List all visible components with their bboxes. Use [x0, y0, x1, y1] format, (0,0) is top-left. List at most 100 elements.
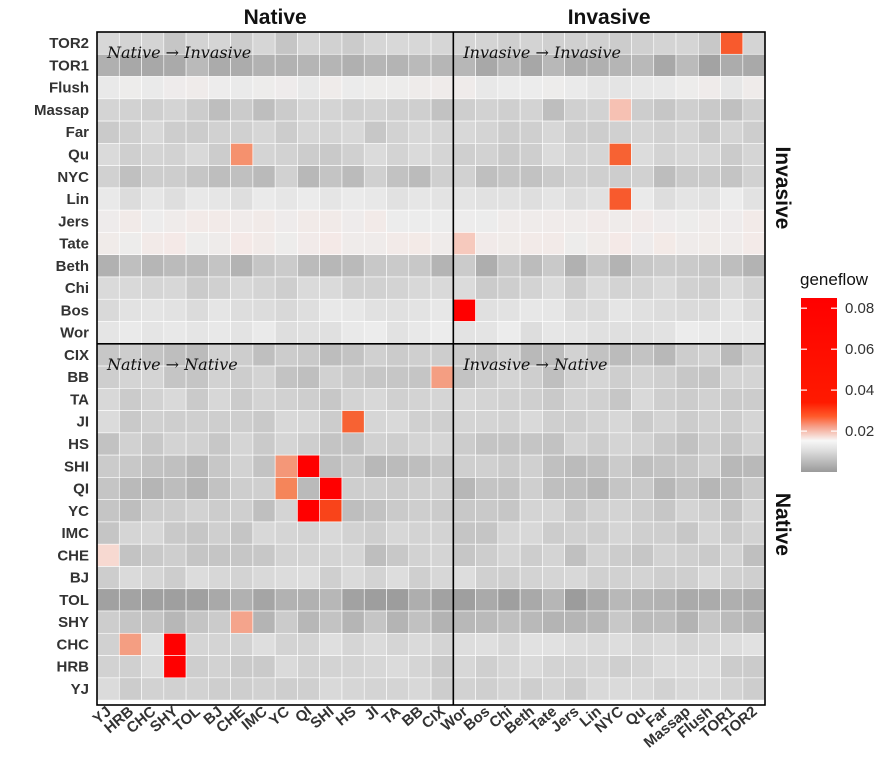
heatmap-cell-Wor-NYC: [608, 321, 632, 345]
heatmap-cell-QI-CIX: [430, 477, 454, 500]
heatmap-cell-HS-SHI: [319, 432, 343, 456]
heatmap-cell-JI-Massap: [675, 410, 699, 434]
heatmap-cell-Qu-YC: [274, 143, 298, 166]
heatmap-cell-Far-Flush: [697, 120, 721, 144]
heatmap-cell-HRB-TOL: [185, 655, 209, 679]
heatmap-cell-QI-Jers: [564, 477, 588, 500]
heatmap-cell-CIX-IMC: [252, 343, 276, 367]
y-tick-TOR1: TOR1: [49, 57, 89, 74]
heatmap-cell-Chi-BB: [408, 276, 432, 300]
heatmap-cell-CHC-TOR2: [742, 632, 766, 656]
heatmap-cell-TOL-Qu: [631, 588, 655, 612]
heatmap-cell-Bos-JI: [363, 298, 387, 322]
heatmap-cell-CHE-YJ: [96, 543, 120, 567]
heatmap-cell-TOR1-CIX: [430, 53, 454, 77]
heatmap-cell-CHE-Lin: [586, 543, 610, 567]
heatmap-cell-NYC-YJ: [96, 165, 120, 189]
heatmap-cell-CIX-HS: [341, 343, 365, 367]
heatmap-cell-QI-TOR2: [742, 477, 766, 500]
heatmap-cell-CHC-Massap: [675, 632, 699, 656]
heatmap-cell-CHC-NYC: [608, 632, 632, 656]
heatmap-cell-SHI-IMC: [252, 454, 276, 478]
heatmap-cell-Far-TOL: [185, 120, 209, 144]
heatmap-cell-HS-TOR1: [720, 432, 744, 456]
heatmap-cell-NYC-TOR1: [720, 165, 744, 189]
heatmap-cell-Massap-BJ: [208, 98, 231, 122]
heatmap-cell-Jers-QI: [297, 209, 320, 233]
heatmap-cell-NYC-Wor: [453, 165, 476, 189]
heatmap-cell-JI-SHI: [319, 410, 343, 434]
heatmap-cell-HRB-Far: [653, 655, 677, 679]
heatmap-cell-CHE-Jers: [564, 543, 588, 567]
heatmap-cell-Massap-CHC: [141, 98, 165, 122]
heatmap-cell-TOL-Tate: [542, 588, 565, 612]
heatmap-cell-Massap-Lin: [586, 98, 610, 122]
heatmap-cell-IMC-Far: [653, 521, 677, 545]
heatmap-cell-TOL-JI: [363, 588, 387, 612]
heatmap-cell-Tate-CIX: [430, 232, 454, 255]
heatmap-cell-Beth-Wor: [453, 254, 476, 278]
heatmap-cell-TOL-Jers: [564, 588, 588, 612]
heatmap-cell-SHY-TOR1: [720, 610, 744, 634]
heatmap-cell-Massap-TOR2: [742, 98, 766, 122]
heatmap-cell-IMC-TOR2: [742, 521, 766, 545]
heatmap-cell-Beth-HRB: [118, 254, 142, 278]
heatmap-cell-Jers-Tate: [542, 209, 565, 233]
heatmap-cell-TOL-SHI: [319, 588, 343, 612]
heatmap-cell-HRB-BB: [408, 655, 432, 679]
heatmap-cell-HRB-SHI: [319, 655, 343, 679]
heatmap-cell-QI-YC: [274, 477, 298, 500]
heatmap-cell-TOL-IMC: [252, 588, 276, 612]
y-tick-Flush: Flush: [49, 80, 89, 97]
heatmap-cell-YJ-JI: [363, 677, 387, 701]
heatmap-cell-TOR2-JI: [363, 31, 387, 55]
heatmap-cell-CHE-HRB: [118, 543, 142, 567]
heatmap-cell-CHC-Qu: [631, 632, 655, 656]
heatmap-cell-YJ-HRB: [118, 677, 142, 701]
heatmap-cell-Wor-Tate: [542, 321, 565, 345]
heatmap-cell-YC-Tate: [542, 499, 565, 523]
heatmap-cell-Bos-TOR1: [720, 298, 744, 322]
heatmap-cell-HRB-JI: [363, 655, 387, 679]
y-tick-HS: HS: [68, 436, 89, 453]
heatmap-cell-QI-TOL: [185, 477, 209, 500]
heatmap-cell-TA-SHY: [163, 388, 187, 411]
heatmap-cell-TOL-HRB: [118, 588, 142, 612]
heatmap-cell-Wor-Lin: [586, 321, 610, 345]
heatmap-cell-Qu-CHE: [230, 143, 254, 166]
heatmap-cell-CHE-BB: [408, 543, 432, 567]
heatmap-cell-SHY-Tate: [542, 610, 565, 634]
heatmap-cell-HRB-Jers: [564, 655, 588, 679]
heatmap-cell-YC-QI: [297, 499, 320, 523]
heatmap-cell-SHI-Wor: [453, 454, 476, 478]
heatmap-cell-QI-Flush: [697, 477, 721, 500]
heatmap-cell-Qu-Massap: [675, 143, 699, 166]
heatmap-cell-CIX-TOR2: [742, 343, 766, 367]
heatmap-cell-Jers-Chi: [497, 209, 521, 233]
heatmap-cell-Bos-CIX: [430, 298, 454, 322]
heatmap-cell-Qu-NYC: [608, 143, 632, 166]
heatmap-cell-Chi-Tate: [542, 276, 565, 300]
heatmap-cell-Bos-Massap: [675, 298, 699, 322]
heatmap-cell-TOR1-Far: [653, 53, 677, 77]
heatmap-cell-BB-Qu: [631, 365, 655, 389]
heatmap-cell-HS-Flush: [697, 432, 721, 456]
heatmap-cell-Chi-JI: [363, 276, 387, 300]
heatmap-cell-CHC-CHE: [230, 632, 254, 656]
heatmap-cell-Beth-Massap: [675, 254, 699, 278]
heatmap-cell-BJ-Tate: [542, 566, 565, 590]
heatmap-cell-HRB-QI: [297, 655, 320, 679]
y-tick-YJ: YJ: [71, 681, 89, 698]
heatmap-cell-JI-Qu: [631, 410, 655, 434]
heatmap-cell-YC-Massap: [675, 499, 699, 523]
heatmap-cell-CHE-HS: [341, 543, 365, 567]
heatmap-cell-IMC-TOL: [185, 521, 209, 545]
heatmap-cell-Massap-SHI: [319, 98, 343, 122]
heatmap-cell-CHE-Massap: [675, 543, 699, 567]
heatmap-cell-TA-YJ: [96, 388, 120, 411]
heatmap-cell-NYC-CHE: [230, 165, 254, 189]
heatmap-cell-Far-CHE: [230, 120, 254, 144]
heatmap-cell-TOR2-HS: [341, 31, 365, 55]
heatmap-cell-Qu-BJ: [208, 143, 231, 166]
heatmap-cell-CIX-QI: [297, 343, 320, 367]
